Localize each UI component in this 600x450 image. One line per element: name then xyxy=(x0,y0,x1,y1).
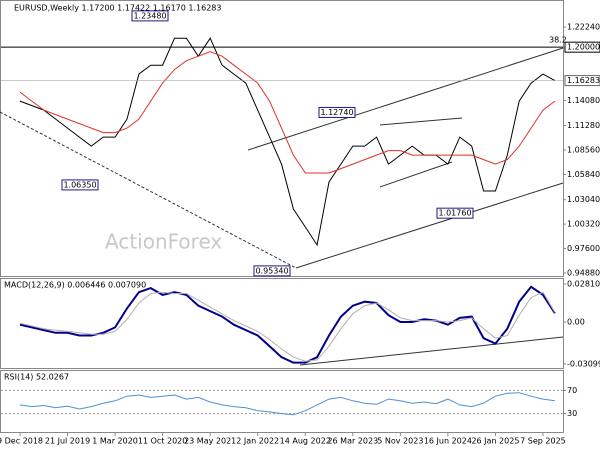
rsi-title: RSI(14) 52.0267 xyxy=(4,373,69,382)
series-line xyxy=(19,291,556,362)
x-tick-label: 7 Sep 2025 xyxy=(520,437,566,446)
series-line xyxy=(19,51,556,174)
x-tick-label: 11 Oct 2020 xyxy=(138,437,187,446)
series-line xyxy=(19,392,555,416)
x-tick-label: 23 May 2021 xyxy=(184,437,236,446)
y-tick-label: 1.03040 xyxy=(567,195,600,204)
y-tick-label: 1.11280 xyxy=(567,121,600,130)
price-panel xyxy=(0,0,564,277)
triangle-line xyxy=(379,161,453,188)
watermark: ActionForex xyxy=(105,230,222,254)
y-tick-label: 0.94880 xyxy=(567,269,600,278)
last-price-label: 1.16283 xyxy=(567,76,600,85)
x-tick-label: 26 Mar 2023 xyxy=(327,437,378,446)
annotation: 1.12740 xyxy=(320,108,353,117)
x-tick-label: 16 Jun 2024 xyxy=(424,437,472,446)
y-tick-label: 1.22240 xyxy=(567,23,600,32)
channel-line xyxy=(247,47,564,151)
x-tick-label: 14 Aug 2022 xyxy=(280,437,331,446)
level-label: 1.20000 xyxy=(567,43,600,52)
y-tick-label: 0.028106 xyxy=(567,279,600,288)
y-tick-label: 1.00320 xyxy=(567,220,600,229)
x-tick-label: 2 Jan 2022 xyxy=(236,437,279,446)
macd-trendline xyxy=(299,336,564,366)
macd-title: MACD(12,26,9) 0.006446 0.007090 xyxy=(4,281,146,290)
annotation: 1.06350 xyxy=(63,180,96,189)
x-tick-label: 5 Nov 2023 xyxy=(377,437,423,446)
level-note: 38.2 xyxy=(549,36,567,45)
y-tick-label: 0.00 xyxy=(567,317,585,326)
annotation-box xyxy=(436,207,474,219)
annotation: 0.95340 xyxy=(255,266,288,275)
annotation: 1.01760 xyxy=(438,209,471,218)
series-line xyxy=(19,37,556,247)
trendline xyxy=(0,111,297,269)
y-tick-label: -0.03099 xyxy=(567,359,600,368)
channel-line xyxy=(295,182,564,269)
last-price-box xyxy=(564,75,600,87)
y-tick-label: 30 xyxy=(567,409,577,418)
x-tick-label: 21 Jul 2019 xyxy=(45,437,90,446)
triangle-line xyxy=(379,117,463,126)
annotation-box xyxy=(253,265,291,277)
rsi-panel xyxy=(0,370,564,433)
annotation: 1.23480 xyxy=(133,11,166,20)
level-box xyxy=(564,41,600,53)
x-tick-label: 26 Jan 2025 xyxy=(471,437,519,446)
annotation-box xyxy=(61,179,99,191)
x-tick-label: 1 Mar 2020 xyxy=(92,437,138,446)
x-tick-label: 9 Dec 2018 xyxy=(0,437,43,446)
chart-title: EURUSD,Weekly 1.17200 1.17422 1.16170 1.… xyxy=(14,4,221,13)
annotation-box xyxy=(318,106,356,118)
y-tick-label: 1.14080 xyxy=(567,96,600,105)
y-tick-label: 1.08560 xyxy=(567,146,600,155)
y-tick-label: 1.05840 xyxy=(567,170,600,179)
annotation-box xyxy=(131,10,169,22)
y-tick-label: 70 xyxy=(567,386,577,395)
y-tick-label: 0.97600 xyxy=(567,244,600,253)
macd-panel xyxy=(0,278,564,369)
series-line xyxy=(19,285,556,364)
